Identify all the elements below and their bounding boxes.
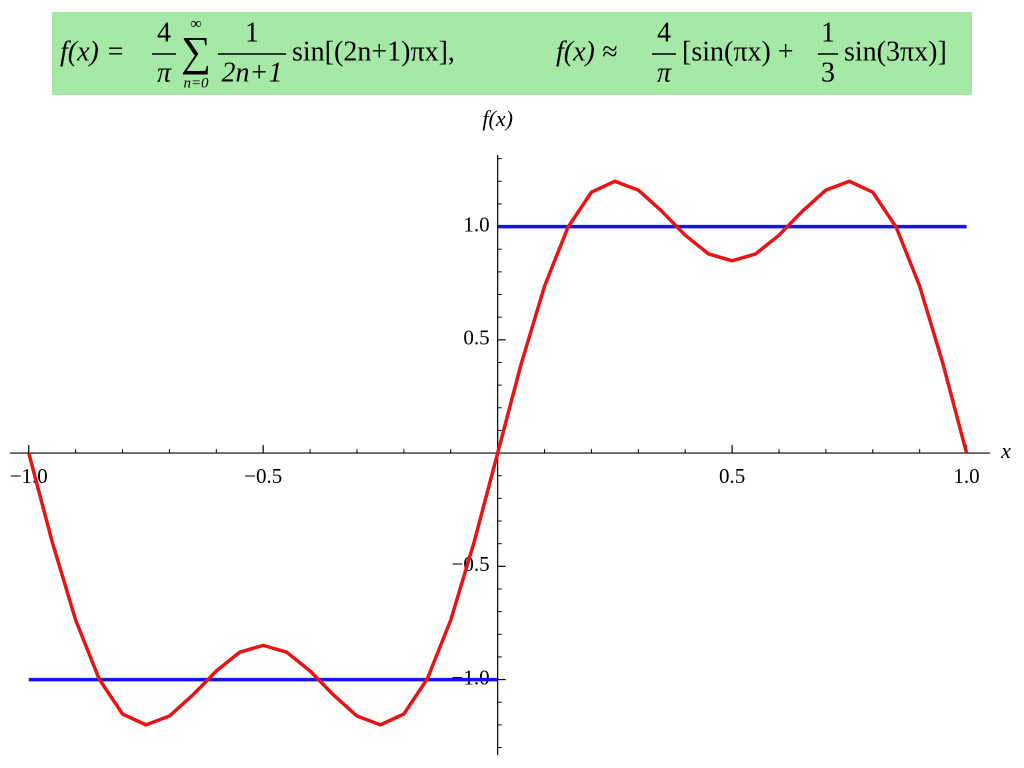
y-axis-label: f(x): [482, 106, 513, 131]
formula-text: 3: [821, 57, 835, 88]
formula-text: 4: [157, 17, 171, 48]
x-tick-label: 0.5: [719, 464, 745, 488]
formula-text: sin[(2n+1)πx],: [292, 36, 455, 67]
formula-text: f(x) =: [60, 36, 125, 67]
y-tick-label: 1.0: [463, 212, 489, 236]
formula-text: ∞: [190, 16, 201, 33]
x-tick-label: −0.5: [244, 464, 282, 488]
formula-text: 2n+1: [222, 57, 283, 88]
x-tick-label: −1.0: [10, 464, 48, 488]
formula-text: 1: [821, 17, 835, 48]
formula-text: ∑: [181, 30, 211, 76]
series-line: [27, 179, 969, 727]
x-tick-label: 1.0: [953, 464, 979, 488]
formula-text: [sin(πx) +: [682, 36, 794, 67]
formula-text: sin(3πx)]: [844, 36, 947, 67]
formula-text: π: [657, 57, 672, 88]
formula-text: π: [157, 57, 172, 88]
plot: xf(x)−1.0 −0.5 0.5 1.0−1.0−0.50.51.0: [10, 106, 1011, 755]
formula-text: f(x) ≈: [556, 36, 617, 67]
x-axis-label: x: [1000, 438, 1011, 463]
formula-text: 1: [245, 17, 259, 48]
formula-text: n=0: [183, 75, 209, 91]
y-tick-label: 0.5: [463, 326, 489, 350]
y-tick-label: −1.0: [452, 665, 490, 689]
formula-text: 4: [657, 17, 671, 48]
